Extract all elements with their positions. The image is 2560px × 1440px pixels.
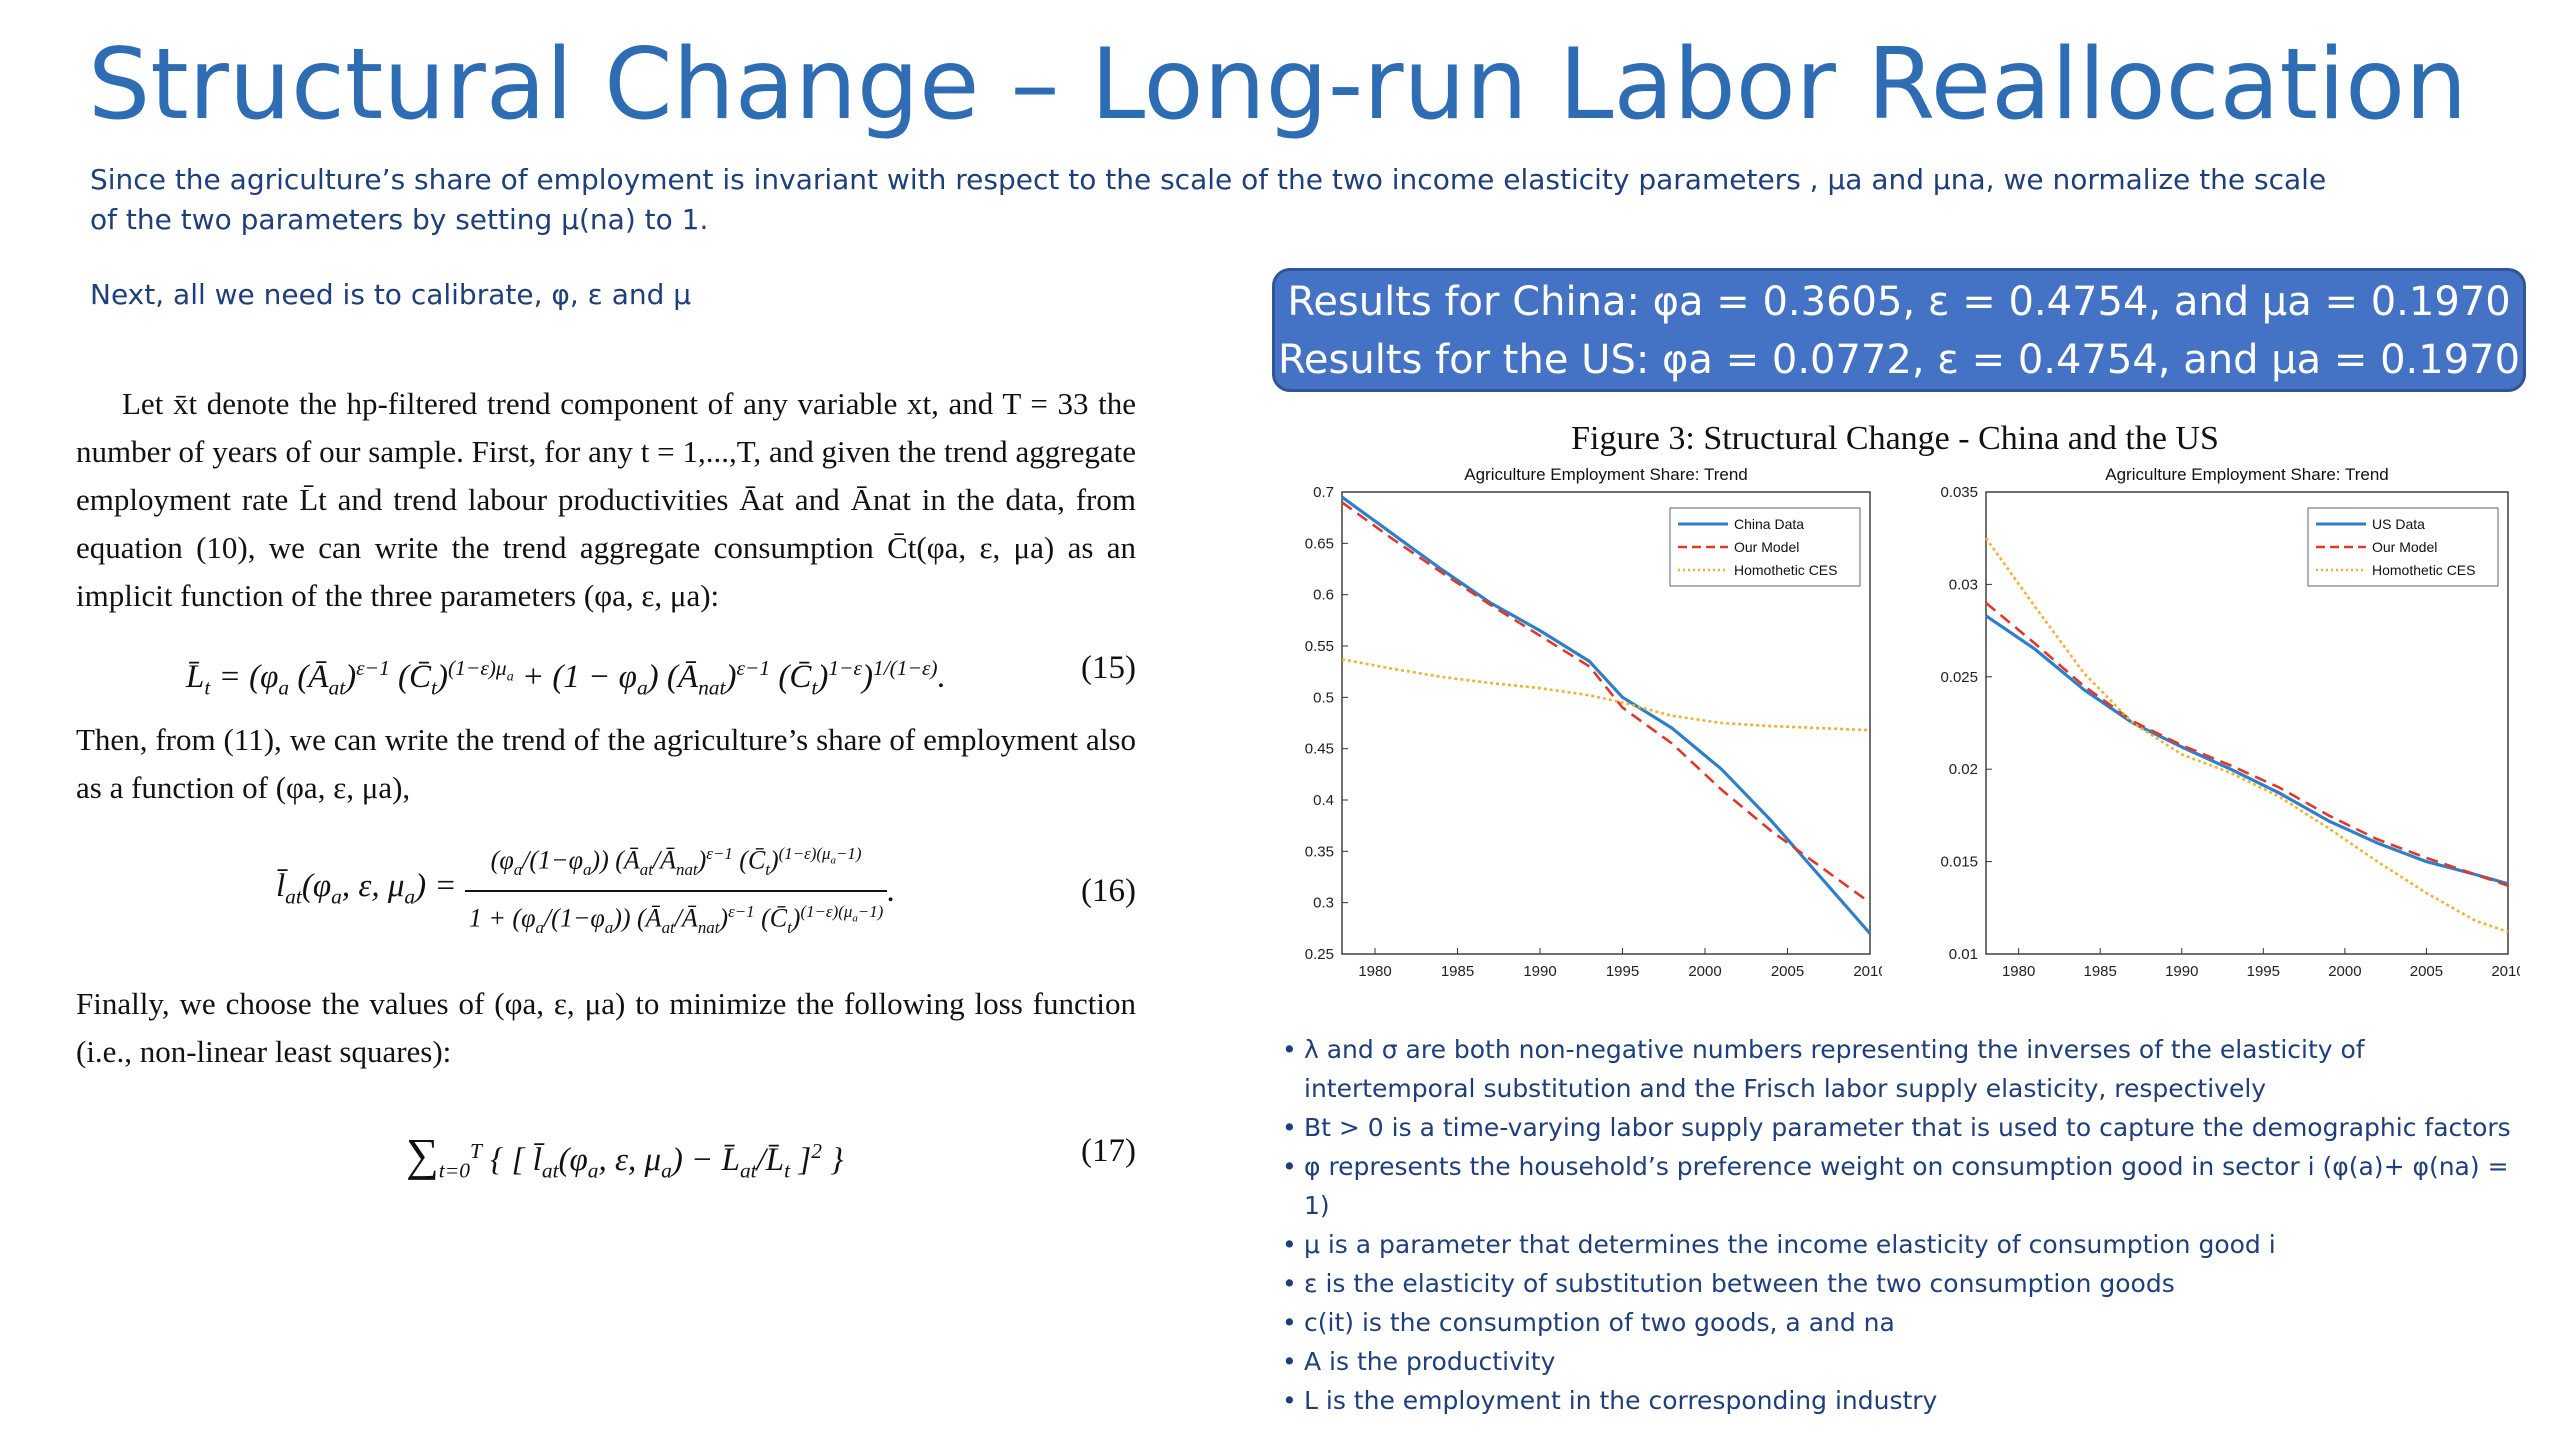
x-tick-label: 1985 [2084, 963, 2117, 980]
y-tick-label: 0.55 [1305, 638, 1334, 655]
series-line-solid [1341, 495, 1872, 935]
x-tick-label: 2000 [1688, 963, 1721, 980]
results-us: Results for the US: φa = 0.0772, ε = 0.4… [1277, 337, 2521, 383]
y-tick-label: 0.45 [1305, 741, 1334, 758]
y-tick-label: 0.3 [1313, 895, 1334, 912]
legend-label: Homothetic CES [2372, 562, 2475, 578]
paper-excerpt: Let x̄t denote the hp-filtered trend com… [76, 380, 1136, 1226]
series-line-solid [1985, 614, 2509, 886]
series-line-dotted [1984, 537, 2509, 934]
x-tick-label: 1980 [2002, 963, 2035, 980]
legend-label: Our Model [1734, 539, 1799, 555]
y-tick-label: 0.02 [1949, 761, 1978, 778]
y-tick-label: 0.35 [1305, 843, 1334, 860]
x-tick-label: 1985 [1441, 963, 1474, 980]
legend-label: US Data [2372, 516, 2425, 532]
definition-item: c(it) is the consumption of two goods, a… [1282, 1303, 2522, 1342]
plot-area [1341, 491, 1871, 955]
intro-text: Since the agriculture’s share of employm… [90, 163, 2327, 236]
definition-item: φ represents the household’s preference … [1282, 1147, 2522, 1225]
definitions-list: λ and σ are both non-negative numbers re… [1282, 1030, 2522, 1420]
chart-title: Agriculture Employment Share: Trend [1464, 465, 1747, 484]
results-china: Results for China: φa = 0.3605, ε = 0.47… [1287, 279, 2511, 325]
definition-item: μ is a parameter that determines the inc… [1282, 1225, 2522, 1264]
slide-title: Structural Change – Long-run Labor Reall… [88, 28, 2468, 142]
paper-paragraph-3: Finally, we choose the values of (φa, ε,… [76, 986, 1136, 1069]
legend [1669, 507, 1861, 587]
paper-paragraph-2: Then, from (11), we can write the trend … [76, 722, 1136, 805]
x-tick-label: 2000 [2328, 963, 2361, 980]
legend-label: Our Model [2372, 539, 2437, 555]
y-tick-label: 0.03 [1949, 576, 1978, 593]
y-tick-label: 0.7 [1313, 484, 1334, 501]
x-tick-label: 1980 [1358, 963, 1391, 980]
y-tick-label: 0.6 [1313, 587, 1334, 604]
definition-item: ε is the elasticity of substitution betw… [1282, 1264, 2522, 1303]
y-tick-label: 0.25 [1305, 946, 1334, 963]
definition-item: A is the productivity [1282, 1342, 2522, 1381]
definition-item: L is the employment in the corresponding… [1282, 1381, 2522, 1420]
legend [2307, 507, 2499, 587]
y-tick-label: 0.015 [1940, 854, 1978, 871]
results-box: Results for China: φa = 0.3605, ε = 0.47… [1272, 268, 2526, 392]
y-tick-label: 0.65 [1305, 535, 1334, 552]
x-tick-label: 1995 [1606, 963, 1639, 980]
equation-16: l̄at(φa, ε, μa) = (φa/(1−φa)) (Āat/Ānat)… [76, 812, 1136, 970]
legend-label: Homothetic CES [1734, 562, 1837, 578]
y-tick-label: 0.025 [1940, 669, 1978, 686]
next-step-text: Next, all we need is to calibrate, φ, ε … [90, 278, 692, 311]
series-line-dashed [1341, 501, 1871, 904]
y-tick-label: 0.5 [1313, 689, 1334, 706]
equation-16-number: (16) [1081, 873, 1136, 909]
legend-label: China Data [1734, 516, 1804, 532]
plot-area [1985, 491, 2509, 955]
figure-title: Figure 3: Structural Change - China and … [1571, 420, 2219, 457]
y-tick-label: 0.01 [1949, 946, 1978, 963]
paper-paragraph-1: Let x̄t denote the hp-filtered trend com… [76, 386, 1136, 613]
china-chart: Agriculture Employment Share: Trend 1980 1… [1305, 465, 1882, 980]
x-tick-label: 1990 [1523, 963, 1556, 980]
x-tick-label: 1990 [2165, 963, 2198, 980]
y-tick-label: 0.035 [1940, 484, 1978, 501]
equation-17-number: (17) [1081, 1133, 1136, 1169]
x-tick-label: 1995 [2247, 963, 2280, 980]
y-tick-label: 0.4 [1313, 792, 1334, 809]
equation-15: L̄t = (φa (Āat)ε−1 (C̄t)(1−ε)μa + (1 − φ… [76, 620, 1136, 716]
us-chart: Agriculture Employment Share: Trend 1980 1… [1940, 465, 2520, 980]
definition-item: λ and σ are both non-negative numbers re… [1282, 1030, 2522, 1108]
chart-title: Agriculture Employment Share: Trend [2105, 465, 2388, 484]
equation-15-number: (15) [1081, 650, 1136, 686]
x-tick-label: 2005 [2410, 963, 2443, 980]
definition-item: Bt > 0 is a time-varying labor supply pa… [1282, 1108, 2522, 1147]
series-line-dashed [1985, 601, 2509, 887]
x-tick-label: 2005 [1771, 963, 1804, 980]
series-line-dotted [1341, 658, 1871, 732]
equation-17: ∑t=0T { [ l̄at(φa, ε, μa) − L̄at/L̄t ]2 … [76, 1076, 1136, 1226]
